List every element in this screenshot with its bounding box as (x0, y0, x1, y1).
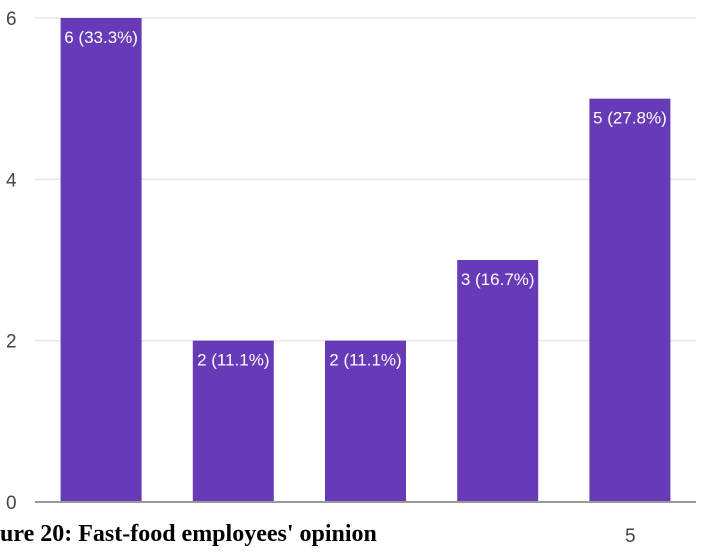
data-label-5: 5 (27.8%) (593, 109, 667, 128)
bar-data-labels: 6 (33.3%) 2 (11.1%) 2 (11.1%) 3 (16.7%) 5 (2… (64, 28, 667, 370)
bar-3 (325, 340, 406, 502)
data-label-1: 6 (33.3%) (64, 28, 138, 47)
data-label-4: 3 (16.7%) (461, 270, 535, 289)
bar-1 (60, 18, 142, 502)
bars (60, 18, 671, 503)
bar-5 (589, 98, 671, 503)
bar-2 (192, 340, 274, 502)
y-tick-label-0: 0 (6, 493, 17, 514)
data-label-2: 2 (11.1%) (197, 351, 269, 370)
y-tick-label-2: 2 (6, 332, 17, 353)
bar-4 (457, 260, 539, 502)
x-tick-label-5: 5 (625, 526, 636, 547)
y-tick-label-6: 6 (6, 9, 17, 30)
y-tick-label-4: 4 (6, 170, 17, 191)
figure-caption: ure 20: Fast-food employees' opinion (0, 521, 377, 547)
y-axis-ticks: 0 2 4 6 (6, 9, 17, 514)
data-label-3: 2 (11.1%) (329, 351, 401, 370)
